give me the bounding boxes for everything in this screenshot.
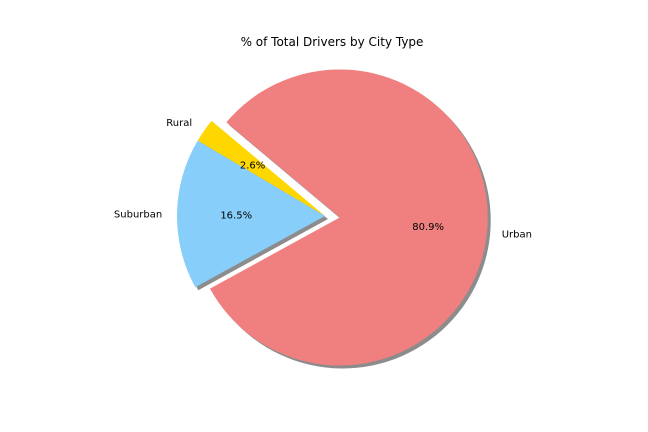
slice-percent-urban: 80.9% — [412, 222, 444, 233]
slice-label-urban: Urban — [502, 229, 532, 240]
pie-slice-rural — [197, 120, 325, 216]
slice-percent-rural: 2.6% — [240, 161, 265, 172]
pie-slice-layer — [177, 69, 488, 366]
pie-slice-urban — [209, 69, 488, 366]
slice-percent-suburban: 16.5% — [220, 211, 252, 222]
slice-label-rural: Rural — [166, 118, 192, 129]
slice-label-suburban: Suburban — [114, 209, 162, 220]
chart-title: % of Total Drivers by City Type — [241, 35, 424, 49]
pie-slice-suburban — [177, 140, 325, 288]
pie-label-layer: Rural 2.6% Suburban 16.5% Urban 80.9% — [114, 118, 532, 241]
